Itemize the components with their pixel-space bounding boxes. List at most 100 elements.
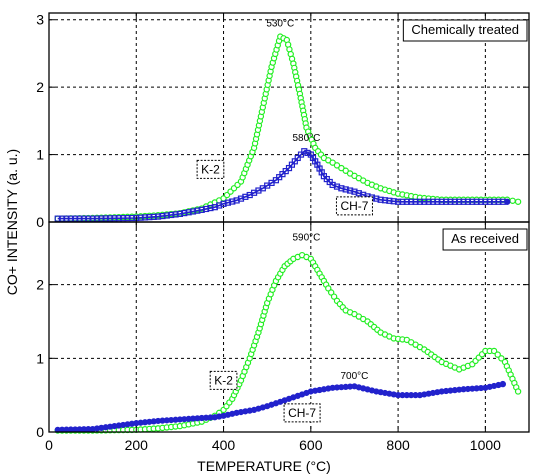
series-tag: K-2 [214,373,233,387]
y-tick-label: 1 [36,147,44,163]
y-tick-label: 0 [36,424,44,440]
y-axis-title: CO+ INTENSITY (a. u.) [4,149,20,295]
data-point [181,210,188,217]
data-point [237,195,245,202]
data-point [76,215,83,222]
data-point [490,198,498,205]
data-point [333,162,341,169]
data-point [381,197,389,204]
data-point [120,215,127,222]
data-point [514,198,522,205]
x-tick-label: 0 [45,437,53,453]
data-point [482,198,489,205]
data-point [447,198,454,205]
peak-annotation: 590°C [293,232,321,243]
y-tick-label: 1 [36,350,44,366]
data-point [394,198,402,205]
data-point [473,198,480,205]
data-point [338,164,345,172]
data-point [412,198,419,205]
data-point [377,196,384,203]
data-point [294,154,301,162]
data-point [72,215,79,222]
data-point [338,185,345,192]
x-tick-label: 200 [125,437,149,453]
data-point [168,211,175,219]
data-point [438,198,445,205]
data-point [98,215,105,222]
x-tick-label: 1000 [470,437,501,453]
data-point [163,212,170,219]
series-tag: K-2 [201,162,220,176]
data-point [477,198,485,205]
data-point [403,198,410,205]
panel-frame [48,221,530,433]
data-point [499,380,507,388]
series-line [57,150,508,220]
series-k-2 [54,33,522,222]
label-layer: 0 1 2 3 Chemically treated 530°C 580°C K-2 CH-7 0… [4,12,528,474]
series-tag-box [283,403,321,423]
data-point [54,215,61,222]
data-point [351,188,358,195]
data-point [304,149,311,156]
y-tick-label: 2 [36,277,44,293]
data-point [141,214,149,221]
data-point [80,215,88,222]
panel-title-box [442,228,528,251]
data-point [233,197,240,204]
data-point [58,215,66,222]
data-point [333,183,341,190]
data-point [115,215,122,222]
series-ch-7 [54,148,511,222]
data-point [355,190,362,197]
data-point [242,193,249,200]
series-tag-box [335,196,373,216]
data-point [503,198,511,205]
data-point [150,213,157,220]
data-point [425,198,432,205]
data-point [146,214,153,221]
data-point [102,215,109,222]
data-point [490,347,498,355]
x-tick-label: 600 [299,437,323,453]
data-point [390,198,397,205]
data-point [434,198,441,205]
data-point [111,215,118,222]
data-point [408,198,415,205]
data-point [429,198,437,205]
y-tick-label: 0 [36,214,44,230]
data-point [216,202,223,209]
frame-layer [48,12,530,433]
series-layer [54,33,522,434]
data-point [189,208,197,215]
series-tag: CH-7 [288,406,316,420]
series-tag-box [196,159,225,179]
data-point [211,204,218,211]
data-point [373,195,380,202]
data-point [509,197,516,204]
data-point [224,199,232,206]
x-tick-label: 800 [386,437,410,453]
data-point [185,209,192,216]
data-point [342,186,349,193]
data-point [85,215,92,222]
data-point [89,215,96,222]
panel-title-box [402,19,528,42]
data-point [297,151,305,158]
y-tick-label: 2 [36,79,44,95]
data-point [456,198,463,205]
data-point [342,167,349,174]
data-point [63,215,70,222]
panel-title: Chemically treated [411,22,519,37]
data-point [346,187,354,194]
series-tag-box [209,370,238,390]
data-point [464,198,472,205]
data-point [229,198,236,205]
data-point [469,198,476,205]
x-tick-label: 400 [212,437,236,453]
data-point [176,210,184,218]
data-point [330,293,338,300]
data-point [198,206,205,213]
